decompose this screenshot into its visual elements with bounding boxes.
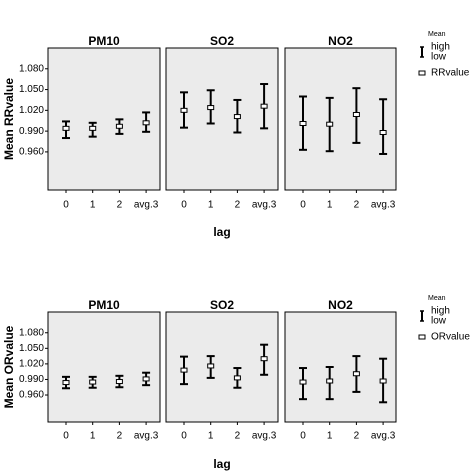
mean-marker [379,130,387,136]
x-tick-label: 2 [117,200,123,211]
panel-title: SO2 [210,34,234,48]
mean-marker [233,375,241,381]
x-tick-label: 1 [327,200,333,211]
x-tick-label: 2 [117,431,123,442]
mean-marker [326,378,334,384]
mean-marker [352,371,360,377]
mean-marker [89,125,97,131]
mean-marker [379,378,387,384]
mean-marker [299,121,307,127]
legend-title: Mean [428,295,446,302]
mean-marker [260,103,268,109]
legend-marker [418,70,426,76]
panel [47,47,161,191]
mean-marker [142,376,150,382]
mean-marker [207,363,215,369]
panel [165,47,279,191]
x-tick-label: 2 [235,431,241,442]
y-tick-label: 1.050 [19,343,44,354]
panel [284,311,397,423]
legend-low: low [431,316,447,327]
panel-title: PM10 [88,298,120,312]
x-tick-label: 0 [300,431,306,442]
mean-marker [89,379,97,385]
mean-marker [115,123,123,129]
mean-marker [260,356,268,362]
mean-marker [207,105,215,111]
panel-title: PM10 [88,34,120,48]
mean-marker [62,125,70,131]
y-tick-label: 1.020 [19,105,44,116]
x-tick-label: 0 [63,200,69,211]
x-tick-label: avg.3 [371,431,396,442]
y-tick-label: 1.080 [19,63,44,74]
x-tick-label: avg.3 [134,431,159,442]
panel-title: NO2 [328,298,353,312]
legend-value: ORvalue [431,332,470,343]
y-tick-label: 1.080 [19,327,44,338]
x-tick-label: avg.3 [134,200,159,211]
panel [165,311,279,423]
mean-marker [352,111,360,117]
y-tick-label: 1.020 [19,359,44,370]
panel [47,311,161,423]
y-axis-label: Mean RRvalue [2,78,16,160]
x-tick-label: avg.3 [252,431,277,442]
mean-marker [142,120,150,126]
x-tick-label: avg.3 [252,200,277,211]
x-axis-label: lag [213,457,230,471]
panel-title: NO2 [328,34,353,48]
x-tick-label: 0 [181,431,187,442]
x-tick-label: 2 [354,431,360,442]
mean-marker [299,379,307,385]
x-tick-label: 0 [300,200,306,211]
legend-low: low [431,52,447,63]
y-tick-label: 0.990 [19,374,44,385]
y-tick-label: 0.960 [19,390,44,401]
x-tick-label: 1 [90,200,96,211]
x-tick-label: 1 [327,431,333,442]
mean-marker [233,114,241,120]
y-tick-label: 0.990 [19,126,44,137]
mean-marker [62,380,70,386]
x-tick-label: 0 [63,431,69,442]
x-tick-label: 1 [208,200,214,211]
x-tick-label: 2 [235,200,241,211]
mean-marker [180,107,188,113]
x-tick-label: avg.3 [371,200,396,211]
y-axis-label: Mean ORvalue [2,325,16,408]
x-tick-label: 0 [181,200,187,211]
y-tick-label: 0.960 [19,147,44,158]
y-tick-label: 1.050 [19,84,44,95]
panel-title: SO2 [210,298,234,312]
panel [284,47,397,191]
legend-high: high [431,306,450,317]
x-tick-label: 2 [354,200,360,211]
mean-marker [326,121,334,127]
legend-high: high [431,42,450,53]
mean-marker [180,367,188,373]
legend-title: Mean [428,31,446,38]
x-tick-label: 1 [208,431,214,442]
legend-value: RRvalue [431,68,470,79]
x-tick-label: 1 [90,431,96,442]
mean-marker [115,379,123,385]
x-axis-label: lag [213,225,230,239]
legend-marker [418,334,426,340]
